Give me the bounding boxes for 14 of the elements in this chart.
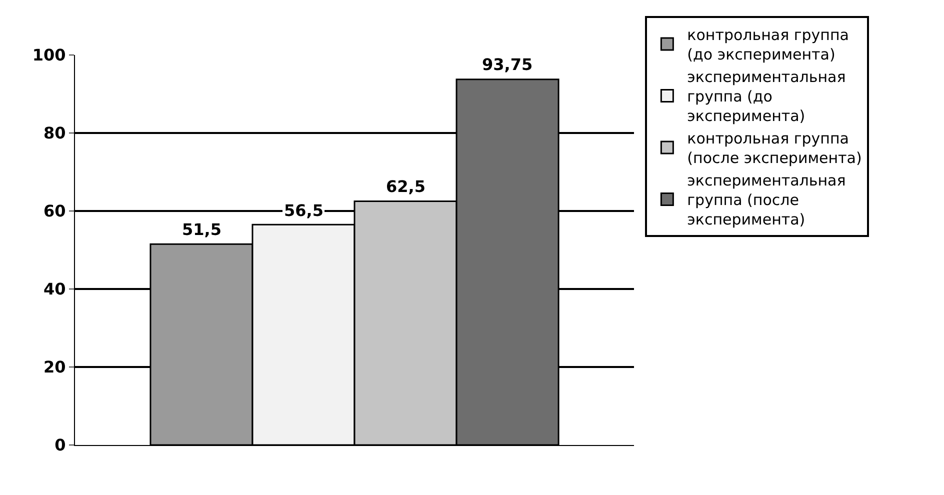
y-tick-label: 100 <box>32 46 66 65</box>
data-label: 56,5 <box>284 201 324 220</box>
legend-label: контрольная группа (после эксперимента) <box>687 130 862 168</box>
y-tick-label: 0 <box>54 436 66 455</box>
legend-label: экспериментальная группа (до эксперимента) <box>687 68 846 126</box>
y-tick-label: 20 <box>44 358 66 377</box>
y-tick-label: 80 <box>44 124 66 143</box>
y-tick-label: 40 <box>44 280 66 299</box>
legend-label: экспериментальная группа (после эксперимента) <box>687 172 846 229</box>
legend-label: контрольная группа (до эксперимента) <box>687 26 849 64</box>
data-label: 93,75 <box>482 55 533 74</box>
y-tick-label: 60 <box>44 202 66 221</box>
data-label: 51,5 <box>182 220 222 239</box>
data-label: 62,5 <box>386 177 426 196</box>
